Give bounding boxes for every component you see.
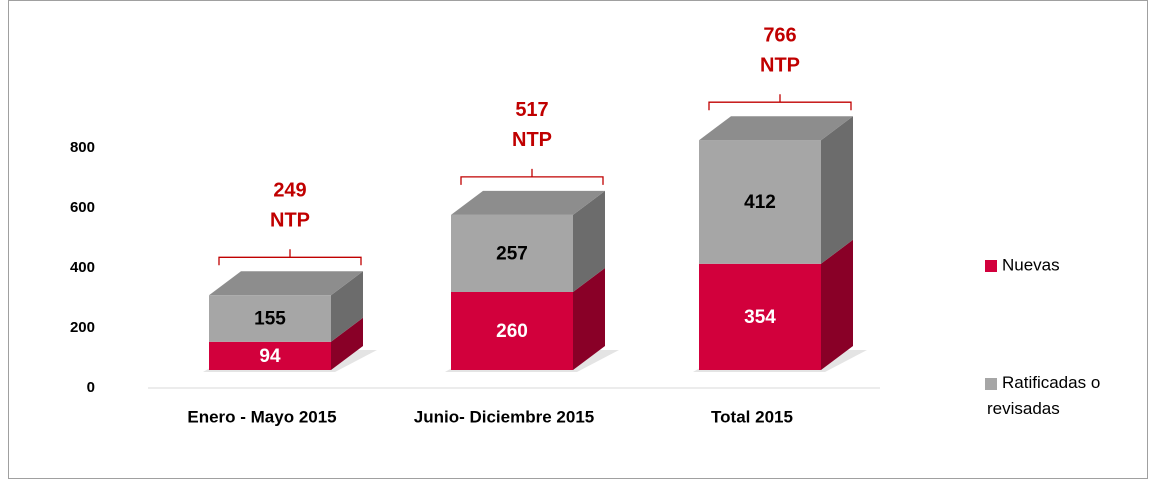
- bar-side: [331, 271, 363, 342]
- bar-segment: [699, 263, 821, 370]
- bar-segment: [209, 341, 331, 370]
- bar-side: [331, 317, 363, 370]
- y-tick-label: 600: [70, 199, 95, 216]
- legend-label: Ratificadas o revisadas: [987, 373, 1100, 418]
- value-label: 257: [496, 243, 528, 264]
- legend-label: Nuevas: [1002, 255, 1060, 274]
- value-label: 412: [744, 192, 776, 213]
- x-tick-label: Junio- Diciembre 2015: [414, 407, 594, 426]
- total-unit: NTP: [270, 210, 310, 232]
- total-label: 517: [515, 99, 548, 121]
- bar-top: [699, 116, 853, 141]
- total-label: 249: [273, 180, 306, 202]
- bar-side: [573, 190, 605, 292]
- legend-swatch: [985, 260, 997, 272]
- legend-swatch: [985, 378, 997, 390]
- value-label: 94: [259, 346, 281, 367]
- y-tick-label: 800: [70, 139, 95, 156]
- bar-top: [209, 271, 363, 296]
- value-label: 155: [254, 309, 286, 330]
- bar-segment: [451, 214, 573, 292]
- bar-top: [451, 190, 605, 215]
- bar-segment: [451, 292, 573, 370]
- y-tick-label: 0: [87, 379, 95, 396]
- bar-segment: [699, 140, 821, 264]
- total-bracket: [460, 168, 604, 185]
- bar-side: [573, 268, 605, 370]
- bar-side: [821, 116, 853, 264]
- x-tick-label: Enero - Mayo 2015: [187, 407, 336, 426]
- y-tick-label: 200: [70, 319, 95, 336]
- value-label: 354: [744, 307, 776, 328]
- total-unit: NTP: [512, 129, 552, 151]
- total-bracket: [708, 94, 852, 111]
- total-unit: NTP: [760, 54, 800, 76]
- y-tick-label: 400: [70, 259, 95, 276]
- total-label: 766: [763, 24, 796, 46]
- total-bracket: [218, 249, 362, 266]
- bar-segment: [209, 295, 331, 342]
- bar-side: [821, 239, 853, 370]
- value-label: 260: [496, 321, 528, 342]
- x-tick-label: Total 2015: [711, 407, 793, 426]
